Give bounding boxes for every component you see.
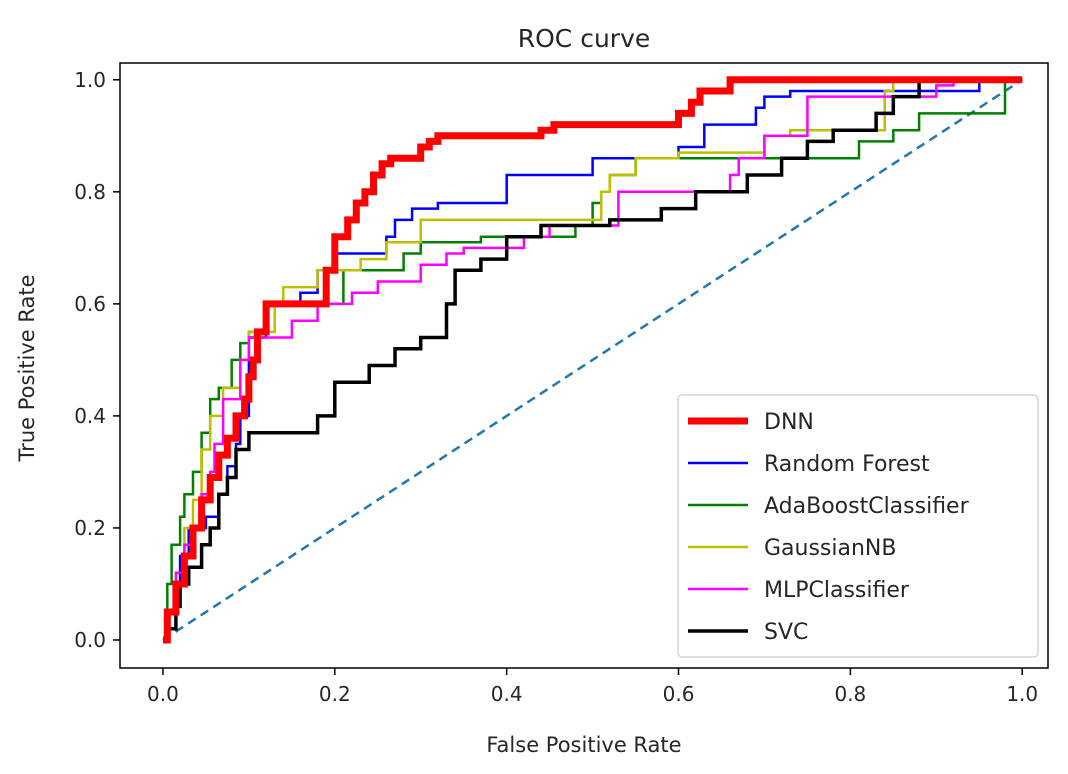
y-tick-label: 0.6	[74, 292, 106, 316]
x-tick-label: 0.4	[491, 682, 523, 706]
y-tick-label: 0.2	[74, 516, 106, 540]
plot-area	[162, 76, 1023, 644]
chart-title: ROC curve	[518, 24, 651, 53]
axis-ticks: 0.0 0.2 0.4 0.6 0.8 1.0 0.0 0.2 0.4 0.6 0.8 1.0	[74, 68, 1038, 706]
x-tick-label: 1.0	[1006, 682, 1038, 706]
plot-frame	[119, 62, 1049, 669]
legend-label: SVC	[764, 620, 808, 645]
legend-label: Random Forest	[764, 452, 930, 477]
y-tick-label: 0.4	[74, 404, 106, 428]
series-line-svc	[163, 78, 1023, 642]
legend-label: MLPClassifier	[764, 578, 910, 603]
y-axis-label: True Positive Rate	[15, 274, 39, 462]
y-tick-label: 0.0	[74, 628, 106, 652]
y-tick-label: 1.0	[74, 68, 106, 92]
legend-label: DNN	[764, 410, 814, 435]
x-tick-label: 0.2	[319, 682, 351, 706]
x-tick-label: 0.8	[834, 682, 866, 706]
legend-label: AdaBoostClassifier	[764, 494, 970, 519]
x-axis-label: False Positive Rate	[486, 733, 681, 757]
x-tick-label: 0.6	[663, 682, 695, 706]
legend-box	[677, 394, 1039, 658]
series-line-dnn	[163, 76, 1023, 644]
y-tick-label: 0.8	[74, 180, 106, 204]
baseline-line	[162, 78, 1023, 642]
legend: DNN Random Forest AdaBoostClassifier Gaussi…	[677, 394, 1039, 658]
legend-label: GaussianNB	[764, 536, 896, 561]
x-tick-label: 0.0	[147, 682, 179, 706]
